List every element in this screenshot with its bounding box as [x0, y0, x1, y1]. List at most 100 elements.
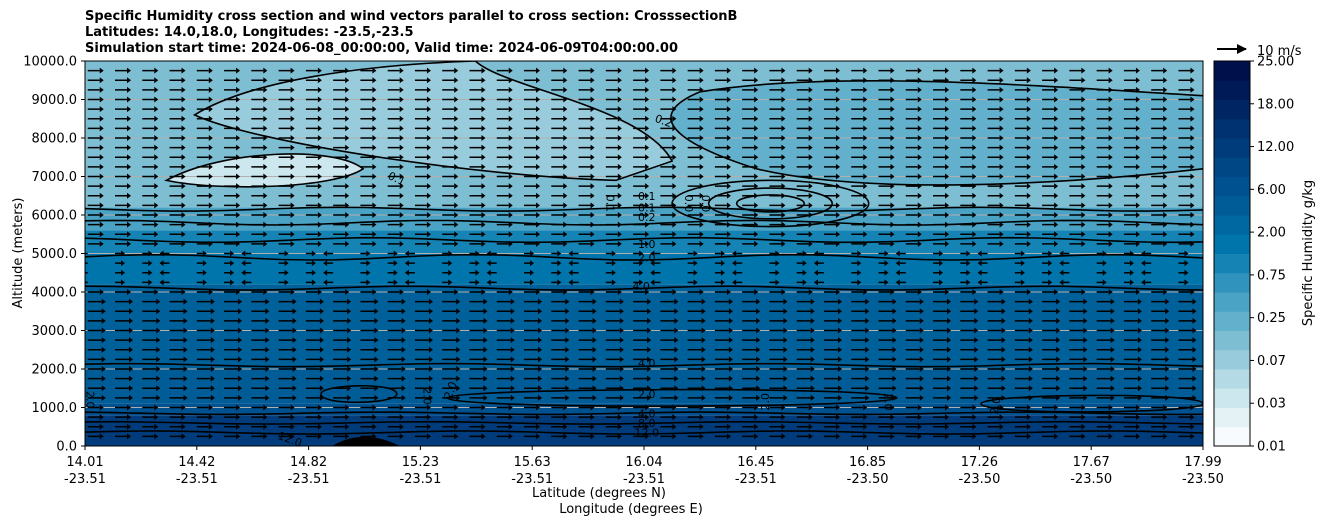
wind-vector-head	[1135, 77, 1140, 84]
wind-vector-head	[802, 250, 807, 257]
wind-vector-head	[456, 317, 461, 324]
wind-vector-head	[481, 125, 486, 132]
x-tick-label-lat: 16.45	[737, 455, 774, 470]
wind-vector-head	[977, 269, 982, 276]
wind-vector-head	[263, 183, 268, 190]
wind-vector-head	[399, 125, 404, 132]
wind-vector-head	[156, 337, 161, 344]
wind-vector-head	[156, 317, 161, 324]
wind-vector-head	[404, 260, 409, 267]
wind-vector-head	[726, 423, 731, 430]
wind-vector-head	[1020, 260, 1025, 267]
wind-vector-head	[454, 231, 459, 238]
wind-vector-head	[1059, 269, 1064, 276]
wind-vector-head	[999, 106, 1004, 113]
wind-vector-head	[290, 77, 295, 84]
wind-vector-head	[1056, 366, 1061, 372]
plot-area: 0.10.10.1 0.10.20.0 0.00.21.02.04.04.02.02…	[85, 61, 1203, 446]
wind-vector-head	[1190, 77, 1195, 84]
wind-vector-head	[481, 154, 486, 161]
wind-vector-head	[181, 212, 186, 218]
wind-vector-head	[210, 375, 215, 382]
wind-vector-head	[128, 375, 133, 382]
wind-vector-head	[508, 135, 513, 141]
wind-vector-head	[1135, 173, 1140, 180]
wind-vector-head	[611, 250, 616, 257]
wind-vector-head	[1001, 394, 1006, 401]
wind-vector-head	[538, 337, 543, 344]
wind-vector-head	[890, 77, 895, 84]
wind-vector-head	[181, 289, 186, 295]
wind-vector-head	[863, 67, 868, 74]
wind-vector-head	[1165, 327, 1170, 334]
wind-vector-head	[1056, 298, 1061, 305]
wind-vector-head	[181, 240, 186, 247]
wind-vector-head	[508, 289, 513, 295]
contour-2-closed-1	[446, 388, 898, 407]
wind-vector-head	[1056, 337, 1061, 344]
wind-vector-head	[1026, 154, 1031, 161]
wind-vector-head	[781, 115, 786, 122]
wind-vector-head	[292, 394, 297, 401]
wind-vector-head	[399, 221, 404, 228]
wind-vector-head	[999, 202, 1004, 209]
wind-vector-head	[236, 404, 241, 411]
wind-vector-head	[154, 115, 159, 122]
wind-vector-head	[1165, 346, 1170, 353]
wind-vector-head	[126, 163, 131, 170]
wind-vector-head	[426, 221, 431, 228]
wind-vector-head	[156, 308, 161, 315]
wind-vector-head	[454, 135, 459, 141]
wind-vector-head	[99, 289, 104, 295]
y-tick-label: 10000.0	[23, 55, 77, 70]
wind-vector-head	[1026, 404, 1031, 411]
wind-vector-head	[808, 154, 813, 161]
wind-vector-head	[863, 115, 868, 122]
wind-vector-head	[645, 106, 650, 113]
wind-vector-head	[1163, 240, 1168, 247]
wind-vector-head	[890, 212, 895, 218]
wind-vector-head	[810, 317, 815, 324]
wind-vector-head	[1108, 115, 1113, 122]
wind-vector-head	[1141, 260, 1146, 267]
wind-vector-head	[726, 86, 731, 93]
wind-vector-head	[699, 154, 704, 161]
wind-vector-head	[323, 260, 328, 267]
wind-vector-head	[754, 163, 759, 170]
wind-vector-head	[813, 279, 818, 286]
wind-vector-head	[863, 96, 868, 103]
wind-vector-head	[1026, 173, 1031, 180]
wind-vector-head	[890, 404, 895, 411]
colorbar-segment	[1214, 311, 1250, 331]
wind-vector-head	[999, 221, 1004, 228]
wind-vector-head	[483, 317, 488, 324]
wind-vector-head	[754, 202, 759, 209]
y-tick-label: 3000.0	[32, 324, 78, 339]
wind-vector-head	[454, 125, 459, 132]
wind-vector-head	[401, 337, 406, 344]
wind-vector-head	[672, 202, 677, 209]
wind-vector-head	[426, 192, 431, 199]
wind-vector-head	[699, 125, 704, 132]
wind-vector-head	[236, 115, 241, 122]
wind-vector-head	[1108, 192, 1113, 199]
wind-vector-head	[1190, 154, 1195, 161]
wind-vector-head	[999, 67, 1004, 74]
wind-vector-head	[895, 250, 900, 257]
wind-vector-head	[617, 173, 622, 180]
x-tick-label-lon: -23.51	[64, 472, 106, 487]
wind-vector-head	[1054, 154, 1059, 161]
wind-vector-head	[101, 317, 106, 324]
wind-vector-head	[154, 77, 159, 84]
contour-label: 2.0	[638, 388, 656, 401]
wind-vector-head	[156, 346, 161, 353]
wind-vector-head	[510, 308, 515, 315]
colorbar-segment	[1214, 138, 1250, 158]
wind-vector-head	[426, 67, 431, 74]
wind-vector-head	[781, 173, 786, 180]
wind-vector-head	[208, 212, 213, 218]
colorbar-segment	[1214, 253, 1250, 274]
wind-vector-head	[126, 433, 131, 440]
x-tick-label-lat: 14.01	[66, 455, 103, 470]
wind-vector-head	[345, 163, 350, 170]
